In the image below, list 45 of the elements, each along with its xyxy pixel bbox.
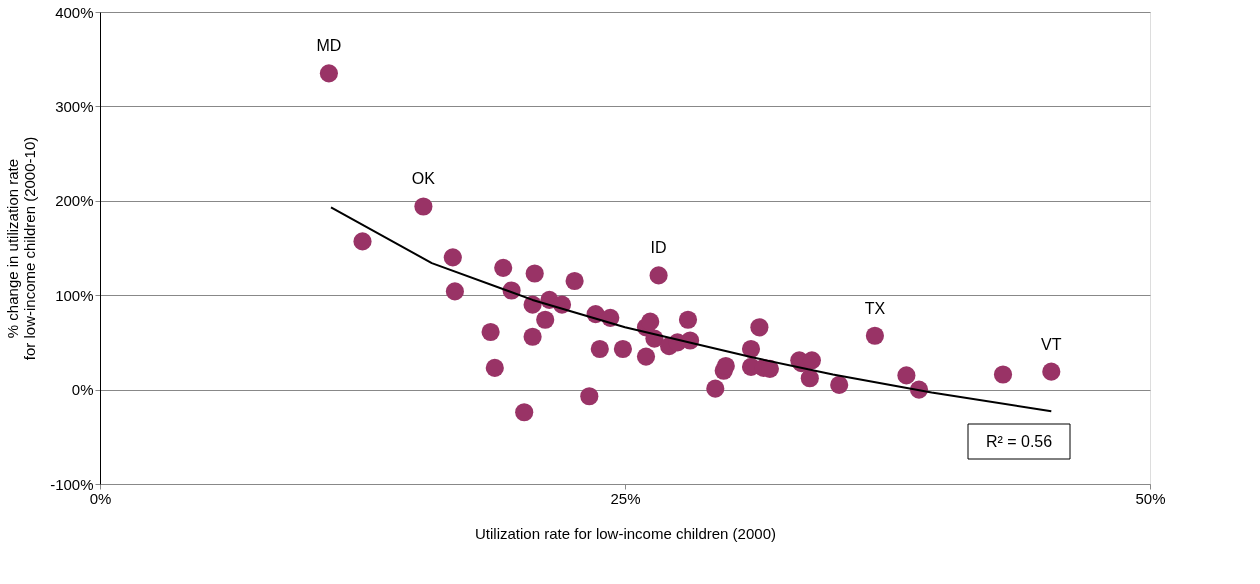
y-tick-label: 200% <box>55 192 94 210</box>
point <box>641 312 660 331</box>
point <box>649 266 668 285</box>
point <box>443 248 462 267</box>
annotation: R² = 0.56 <box>985 433 1053 450</box>
point <box>897 366 916 385</box>
y-tick-label: 0% <box>71 381 94 399</box>
point <box>515 403 534 422</box>
point <box>706 379 725 398</box>
point <box>993 365 1013 384</box>
x-tick-label: 50% <box>1135 489 1166 507</box>
point <box>319 64 338 83</box>
annotation: MD <box>316 37 342 55</box>
point <box>525 264 544 283</box>
point <box>353 232 372 251</box>
point <box>536 310 555 329</box>
point <box>830 375 849 394</box>
point <box>485 358 504 377</box>
y-tick-label: 100% <box>55 286 94 304</box>
point <box>494 258 513 277</box>
point <box>613 339 632 359</box>
point <box>580 387 599 406</box>
annotation: TX <box>864 299 886 317</box>
y-tick-label: 400% <box>55 3 94 21</box>
point <box>800 369 819 388</box>
point <box>523 327 542 346</box>
annotation: ID <box>650 239 667 257</box>
point <box>1042 362 1061 381</box>
point <box>414 197 433 216</box>
annotation: OK <box>411 170 436 188</box>
point <box>741 339 761 359</box>
point <box>716 356 735 376</box>
point <box>445 282 464 301</box>
point <box>636 347 656 366</box>
point <box>565 271 584 291</box>
x-axis-title: Utilization rate for low-income children (2000) <box>475 524 776 542</box>
y-axis-title: % change in utilization rate for low-income children (2000-10) <box>4 136 39 361</box>
point <box>865 326 884 345</box>
point <box>590 339 609 359</box>
y-tick-label: 300% <box>55 97 94 115</box>
annotation: VT <box>1041 335 1062 353</box>
point <box>481 322 500 342</box>
point <box>678 310 698 329</box>
point <box>750 318 769 337</box>
x-tick-label: 25% <box>610 489 641 507</box>
